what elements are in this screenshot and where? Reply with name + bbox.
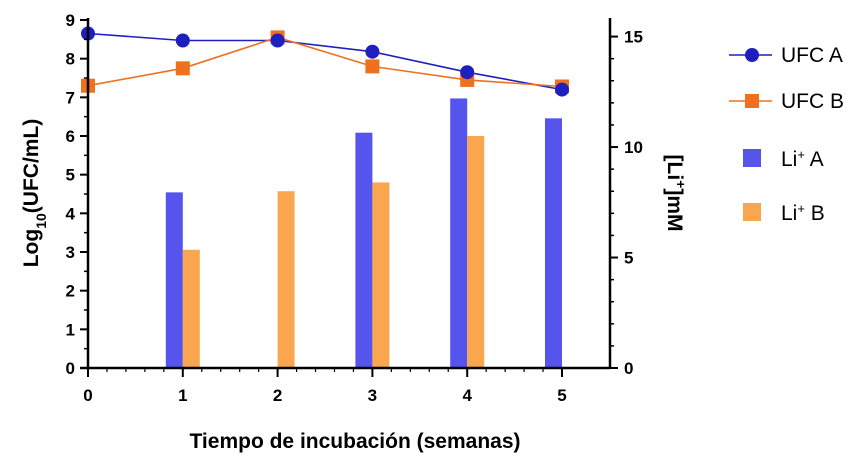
y-tick-label: 9: [66, 11, 75, 30]
legend-label-suffix: B: [805, 202, 825, 225]
legend-marker-ufc-a: [745, 48, 759, 62]
point-ufc-b-1: [175, 61, 190, 76]
bar-a-1: [165, 192, 183, 368]
point-ufc-a-2: [270, 33, 285, 48]
legend-label-suffix: A: [805, 148, 824, 171]
legend-label-sup: +: [797, 147, 805, 162]
series-line-0: [87, 32, 563, 91]
series-line-1: [87, 36, 563, 88]
y-axis-title: Log10(UFC/mL): [20, 119, 49, 268]
y-tick-label: 6: [66, 127, 75, 146]
bar-b-2: [277, 191, 295, 368]
x-tick-label: 1: [178, 386, 187, 405]
legend-swatch-0: [743, 149, 761, 167]
x-axis-title: Tiempo de incubación (semanas): [189, 430, 520, 453]
x-tick-label: 2: [273, 386, 282, 405]
legend-label: UFC A: [781, 44, 843, 67]
bar-a-4: [450, 98, 468, 368]
axes-layer: 0 1 2 3 4 5 6 7 8 9 0 5 10 15 0 1 2 3 4 5: [66, 11, 643, 405]
y-tick-label: 0: [66, 359, 75, 378]
point-ufc-a-3: [365, 44, 380, 59]
legend-swatch-1: [743, 203, 761, 221]
y-tick-label: 4: [66, 204, 76, 223]
y2-tick-label: 5: [624, 249, 633, 268]
y2-tick-label: 0: [624, 359, 633, 378]
y2-tick-label: 15: [624, 28, 643, 47]
legend-label-base: Li: [781, 148, 797, 171]
legend-label-base: Li: [781, 202, 797, 225]
y-tick-label: 7: [66, 88, 75, 107]
y-tick-label: 5: [66, 166, 75, 185]
x-tick-label: 0: [83, 386, 92, 405]
y-tick-label: 8: [66, 50, 75, 69]
bar-a-5: [545, 118, 562, 368]
y-tick-label: 1: [66, 320, 75, 339]
x-tick-label: 3: [368, 386, 377, 405]
lines-layer: [81, 26, 569, 97]
point-ufc-a-1: [175, 33, 190, 48]
bar-b-4: [467, 136, 485, 368]
bars-layer: [165, 98, 562, 368]
y2-axis-title: [Li+]mM: [663, 154, 689, 231]
legend-label: UFC B: [781, 90, 844, 113]
x-tick-label: 5: [557, 386, 566, 405]
y-tick-label: 3: [66, 243, 75, 262]
legend-label: Li+ A: [781, 147, 824, 172]
legend-marker-ufc-b: [745, 94, 759, 108]
bar-a-3: [355, 132, 373, 368]
y2-tick-label: 10: [624, 138, 643, 157]
point-ufc-a-5: [555, 82, 569, 97]
legend-label-sup: +: [797, 201, 805, 216]
point-ufc-b-3: [365, 59, 380, 74]
x-tick-label: 4: [462, 386, 472, 405]
bar-b-3: [372, 182, 390, 368]
bar-b-1: [182, 249, 200, 368]
y-tick-label: 2: [66, 282, 75, 301]
legend-label: Li+ B: [781, 201, 825, 226]
point-ufc-a-4: [460, 65, 475, 80]
